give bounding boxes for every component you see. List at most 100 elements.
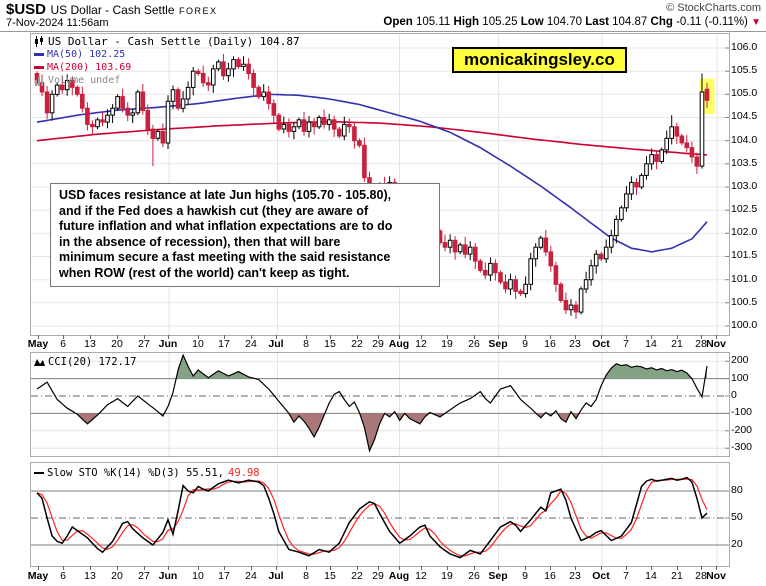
date-tick [421,566,422,570]
instrument-name: US Dollar - Cash Settle [50,3,175,17]
date-tick [716,335,717,339]
date-tick [306,566,307,570]
date-tick [575,335,576,339]
date-label: 15 [324,338,336,350]
date-tick [251,566,252,570]
date-label: Nov [706,338,726,350]
date-tick [276,566,277,570]
price-legend: US Dollar - Cash Settle (Daily) 104.87 M… [34,35,300,87]
date-label: 7 [623,338,629,350]
date-label: 28 [695,338,707,350]
y-axis-tick-label: 0 [731,389,737,401]
y-axis-tick-label: 105.5 [731,64,758,77]
ma200-line-swatch [34,66,44,69]
low-label: Low [520,16,544,28]
date-label: 16 [544,338,556,350]
ma50-legend: MA(50) 102.25 [47,49,126,60]
date-tick [63,566,64,570]
date-label: 19 [441,338,453,350]
date-label: 9 [522,338,528,350]
date-label: Aug [388,570,410,582]
date-label: 12 [415,338,427,350]
date-tick [90,566,91,570]
date-tick [651,566,652,570]
date-tick [474,566,475,570]
y-axis-tick-label: 100.5 [731,295,758,308]
ma200-legend: MA(200) 103.69 [47,62,132,73]
change-down-triangle-icon: ▼ [751,17,761,28]
y-axis-tick-label: -200 [731,423,753,436]
date-tick [525,566,526,570]
date-label: 23 [569,570,581,582]
monicakingsley-watermark: monicakingsley.co [452,47,627,73]
date-tick [447,566,448,570]
date-tick [378,566,379,570]
volume-legend: Volume undef [48,75,121,86]
date-label: May [27,338,49,350]
date-label: 21 [671,570,683,582]
date-label: 12 [415,570,427,582]
date-tick [63,335,64,339]
date-tick [550,566,551,570]
y-axis-tick-label: 80 [731,484,743,496]
date-label: 24 [245,338,257,350]
sto-k-line-swatch [34,471,44,474]
y-axis-tick-label: 103.0 [731,179,758,192]
sto-legend-red: 49.98 [228,466,260,479]
date-tick [677,566,678,570]
date-label: Aug [388,338,410,350]
date-tick [330,566,331,570]
ohlc-quote-row: Open 105.11 High 105.25 Low 104.70 Last … [383,16,761,28]
cci-chart [31,353,729,456]
date-label: 13 [84,338,96,350]
date-label: 27 [138,570,150,582]
date-label: 29 [372,338,384,350]
date-tick [144,335,145,339]
date-label: Jun [158,570,178,582]
sto-legend: Slow STO %K(14) %D(3) 55.51, 49.98 [34,466,260,479]
price-legend-title: US Dollar - Cash Settle (Daily) 104.87 [48,35,300,48]
date-tick [498,566,499,570]
y-axis-tick-label: 102.5 [731,203,758,216]
date-tick [144,566,145,570]
date-label: 8 [303,570,309,582]
y-axis-tick-label: 104.0 [731,133,758,146]
date-tick [224,566,225,570]
date-tick [198,335,199,339]
date-tick [251,335,252,339]
volume-bars-icon [34,76,45,86]
y-axis-tick-label: 20 [731,538,743,550]
y-axis-tick-label: 103.5 [731,156,758,169]
y-axis-tick-label: 101.0 [731,272,758,285]
date-tick [701,566,702,570]
date-tick [701,335,702,339]
date-tick [651,335,652,339]
cci-legend: CCI(20) 172.17 [34,355,137,368]
date-label: Oct [592,570,610,582]
date-label: 16 [544,570,556,582]
date-label: 19 [441,570,453,582]
date-label: Nov [706,570,726,582]
y-axis-tick-label: 101.5 [731,249,758,262]
y-axis-tick-label: 50 [731,511,743,523]
last-label: Last [585,16,609,28]
date-tick [378,335,379,339]
date-label: 6 [60,570,66,582]
date-tick [357,335,358,339]
change-value: -0.11 (-0.11%) [676,16,748,28]
date-label: 22 [351,570,363,582]
date-label: 10 [192,338,204,350]
exchange-label: FOREX [178,6,218,16]
date-label: 14 [645,570,657,582]
date-label: 20 [111,338,123,350]
date-label: Jun [158,338,178,350]
date-tick [117,335,118,339]
candlestick-icon [34,36,45,47]
cci-legend-text: CCI(20) 172.17 [48,355,137,368]
sto-legend-black: Slow STO %K(14) %D(3) 55.51, [47,466,225,479]
date-label: Jul [268,570,284,582]
date-tick [224,335,225,339]
date-label: 9 [522,570,528,582]
date-tick [474,335,475,339]
